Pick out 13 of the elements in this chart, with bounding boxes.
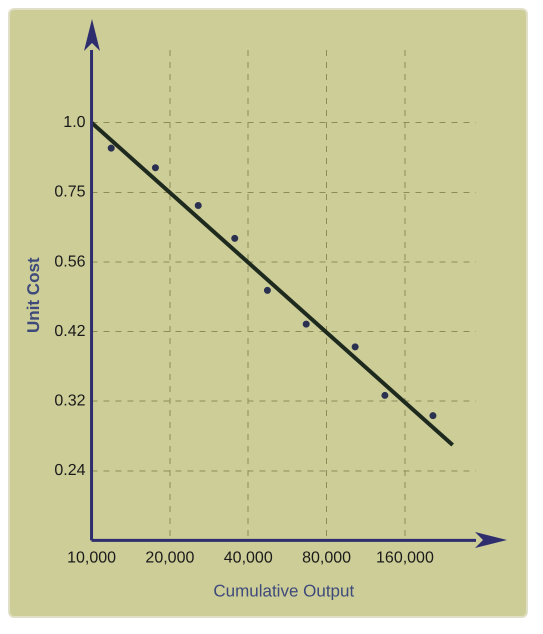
x-axis-title: Cumulative Output	[213, 581, 354, 600]
y-tick-label: 0.32	[54, 392, 86, 410]
x-tick-label: 80,000	[302, 549, 352, 566]
y-tick-label: 0.42	[54, 322, 86, 340]
y-tick-label: 0.56	[54, 253, 86, 270]
x-tick-label: 20,000	[145, 549, 194, 566]
y-tick-label: 0.24	[54, 462, 86, 480]
y-axis-title: Unit Cost	[24, 257, 43, 333]
y-tick-label: 0.75	[54, 184, 86, 201]
x-tick-label: 40,000	[224, 549, 273, 566]
x-tick-label: 10,000	[67, 549, 116, 566]
x-tick-label: 160,000	[376, 549, 434, 566]
y-tick-label: 1.0	[63, 114, 86, 132]
